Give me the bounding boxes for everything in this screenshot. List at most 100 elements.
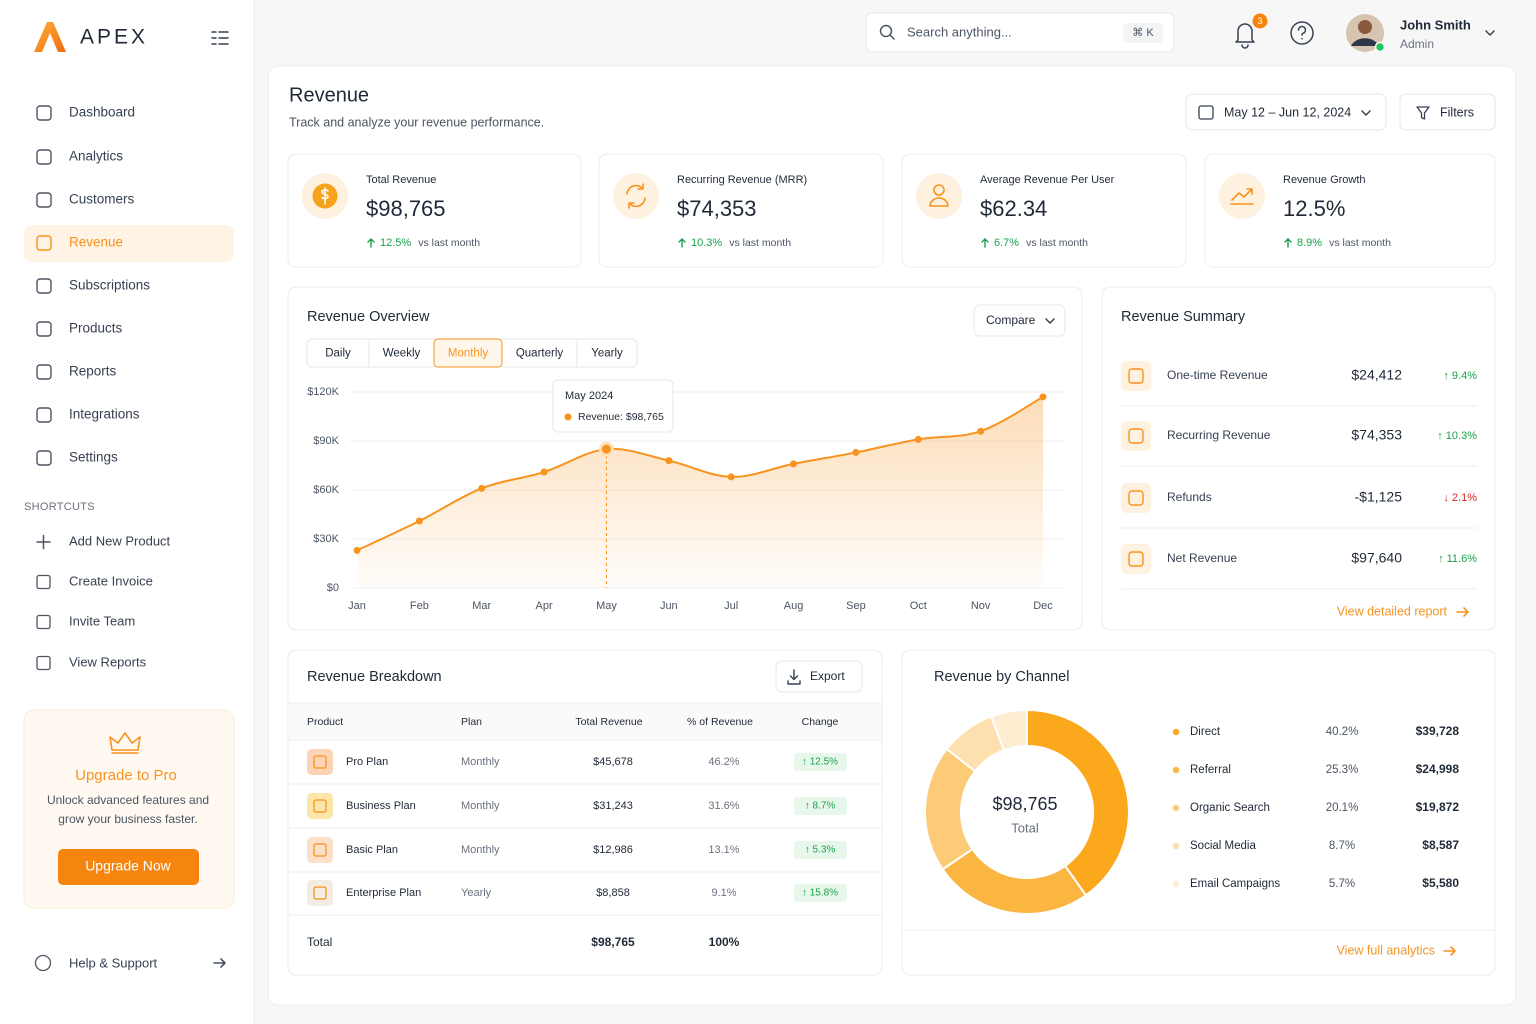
avatar	[1358, 20, 1372, 34]
filters-label[interactable]: Filters	[1440, 105, 1474, 119]
nav-icon	[36, 450, 52, 466]
nav-item[interactable]: Analytics	[69, 149, 123, 164]
cell: 31.6%	[708, 800, 739, 812]
arrow-up-icon	[981, 238, 989, 248]
kpi-card	[1204, 153, 1496, 268]
shortcut-item[interactable]: Invite Team	[69, 613, 135, 628]
x-tick-label: Oct	[910, 600, 927, 612]
legend-label: Organic Search	[1190, 802, 1270, 814]
donut-total: $98,765	[992, 794, 1057, 814]
summary-change: ↓ 2.1%	[1443, 492, 1477, 504]
nav-icon	[36, 192, 52, 208]
column-header: Plan	[461, 716, 482, 728]
breakdown-card	[287, 649, 883, 976]
shortcut-key-label: ⌘ K	[1132, 27, 1154, 39]
tooltip-dot	[564, 413, 572, 421]
shortcut-item[interactable]: Add New Product	[69, 533, 171, 548]
page-title: Revenue	[289, 84, 369, 106]
period-tab[interactable]: Monthly	[448, 348, 489, 360]
arrow-icon	[1456, 607, 1469, 617]
link[interactable]: View full analytics	[1337, 943, 1435, 957]
kpi-icon	[933, 184, 945, 196]
link[interactable]: View detailed report	[1337, 604, 1448, 618]
product-icon	[313, 843, 327, 857]
nav-item[interactable]: Dashboard	[69, 105, 135, 120]
upgrade-button-label[interactable]: Upgrade Now	[85, 858, 171, 874]
compare-button[interactable]	[973, 304, 1066, 337]
bell-icon	[1235, 23, 1255, 49]
nav-item[interactable]: Products	[69, 321, 123, 336]
legend-dot	[1172, 804, 1180, 812]
date-range[interactable]: May 12 – Jun 12, 2024	[1224, 105, 1351, 119]
donut-total-label: Total	[1011, 820, 1039, 835]
period-tab[interactable]: Weekly	[383, 348, 421, 360]
kpi-value: $74,353	[677, 196, 757, 221]
x-tick-label: May	[596, 600, 617, 612]
y-tick-label: $90K	[313, 435, 339, 447]
legend-amount: $24,998	[1416, 762, 1460, 776]
x-tick-label: Mar	[472, 600, 491, 612]
cell: $12,986	[593, 844, 633, 856]
nav-item[interactable]: Integrations	[69, 407, 140, 422]
legend-percent: 20.1%	[1326, 802, 1359, 814]
legend-amount: $19,872	[1416, 800, 1460, 814]
shortcut-item[interactable]: View Reports	[69, 654, 147, 669]
x-tick-label: Jun	[660, 600, 678, 612]
nav-item[interactable]: Subscriptions	[69, 278, 150, 293]
period-tab[interactable]: Daily	[325, 348, 351, 360]
cell: Business Plan	[346, 800, 416, 812]
kpi-icon-bg	[613, 173, 659, 219]
nav-active[interactable]	[24, 225, 234, 262]
period-tab-active[interactable]	[433, 338, 503, 368]
cell: $31,243	[593, 800, 633, 812]
period-tab[interactable]: Yearly	[591, 348, 623, 360]
logo	[34, 22, 66, 52]
search-box[interactable]	[865, 12, 1175, 53]
kpi-label: Revenue Growth	[1283, 174, 1366, 186]
calendar-icon	[1198, 105, 1214, 120]
data-point	[478, 484, 486, 492]
period-tab[interactable]: Quarterly	[516, 348, 564, 360]
avatar	[1351, 38, 1379, 46]
badge-count: 3	[1257, 16, 1262, 26]
kpi-change: 8.9%	[1297, 237, 1322, 249]
x-tick-label: Dec	[1033, 600, 1053, 612]
column-header: Change	[802, 716, 839, 728]
legend-label: Social Media	[1190, 840, 1256, 852]
legend-percent: 40.2%	[1326, 726, 1359, 738]
shortcut-item[interactable]: Create Invoice	[69, 573, 153, 588]
kpi-change: 10.3%	[691, 237, 722, 249]
summary-icon-bg	[1121, 421, 1151, 451]
table-header	[289, 703, 881, 740]
help-icon	[1297, 25, 1307, 40]
change-cell: ↑ 12.5%	[802, 757, 838, 768]
upgrade-text: Unlock advanced features and	[47, 793, 209, 807]
change-cell: ↑ 15.8%	[802, 888, 838, 899]
status-dot	[1374, 41, 1386, 53]
x-tick-label: Nov	[971, 600, 991, 612]
table-title: Revenue Breakdown	[307, 669, 442, 685]
help-link[interactable]: Help & Support	[69, 955, 158, 970]
legend-percent: 8.7%	[1329, 840, 1355, 852]
upgrade-text: grow your business faster.	[58, 812, 197, 826]
summary-icon-bg	[1121, 483, 1151, 513]
nav-item[interactable]: Customers	[69, 192, 135, 207]
compare-label[interactable]: Compare	[986, 313, 1036, 327]
upgrade-button[interactable]	[58, 849, 199, 885]
nav-item[interactable]: Settings	[69, 450, 118, 465]
search-placeholder[interactable]: Search anything...	[907, 24, 1012, 39]
filters-button[interactable]	[1399, 93, 1496, 131]
kpi-note: vs last month	[418, 237, 480, 249]
nav-item[interactable]: Revenue	[69, 235, 123, 250]
nav-item[interactable]: Reports	[69, 364, 117, 379]
badge	[1252, 13, 1268, 29]
chart-title: Revenue Overview	[307, 309, 430, 325]
data-point	[598, 441, 614, 457]
upgrade-title: Upgrade to Pro	[75, 767, 177, 784]
export-label[interactable]: Export	[810, 669, 845, 683]
date-picker[interactable]	[1185, 93, 1387, 131]
data-point	[1039, 393, 1047, 401]
kpi-icon	[626, 183, 646, 209]
cell: Yearly	[461, 887, 492, 899]
tooltip-title: May 2024	[565, 390, 613, 402]
